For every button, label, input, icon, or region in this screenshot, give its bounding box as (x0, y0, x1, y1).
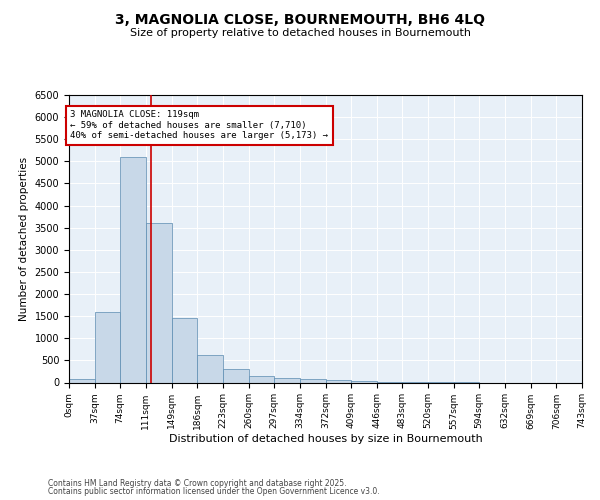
Bar (326, 380, 352, 382)
Text: 3, MAGNOLIA CLOSE, BOURNEMOUTH, BH6 4LQ: 3, MAGNOLIA CLOSE, BOURNEMOUTH, BH6 4LQ (115, 12, 485, 26)
Bar (299, 379, 326, 382)
Bar (223, 369, 248, 382)
Bar (274, 378, 299, 382)
Text: Size of property relative to detached houses in Bournemouth: Size of property relative to detached ho… (130, 28, 470, 38)
Bar (352, 381, 377, 382)
Text: Contains public sector information licensed under the Open Government Licence v3: Contains public sector information licen… (48, 487, 380, 496)
Bar (69, 379, 95, 382)
Text: Contains HM Land Registry data © Crown copyright and database right 2025.: Contains HM Land Registry data © Crown c… (48, 478, 347, 488)
Bar (248, 376, 274, 382)
Y-axis label: Number of detached properties: Number of detached properties (19, 156, 29, 321)
Bar (197, 355, 223, 382)
Bar (146, 224, 172, 382)
Bar (95, 312, 120, 382)
Bar (172, 318, 197, 382)
Text: 3 MAGNOLIA CLOSE: 119sqm
← 59% of detached houses are smaller (7,710)
40% of sem: 3 MAGNOLIA CLOSE: 119sqm ← 59% of detach… (70, 110, 328, 140)
Bar (120, 157, 146, 382)
X-axis label: Distribution of detached houses by size in Bournemouth: Distribution of detached houses by size … (169, 434, 482, 444)
